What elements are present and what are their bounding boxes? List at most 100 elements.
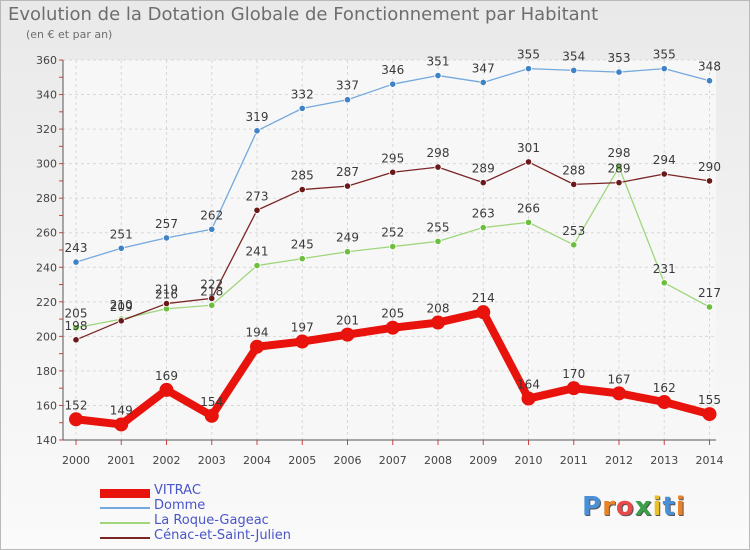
data-point: [389, 242, 397, 251]
x-tick-label: 2005: [288, 454, 316, 467]
data-point: [298, 255, 306, 263]
legend-label: VITRAC: [154, 483, 201, 498]
y-tick-label: 240: [36, 261, 57, 274]
data-label: 155: [698, 393, 721, 407]
x-tick-label: 2013: [650, 454, 678, 467]
data-label: 217: [698, 286, 721, 300]
logo-letter: t: [662, 492, 676, 522]
y-tick-label: 300: [36, 158, 57, 171]
legend-line: [100, 522, 150, 524]
y-tick-label: 340: [36, 89, 57, 102]
data-point: [434, 163, 442, 171]
data-label: 355: [653, 48, 676, 62]
chart-subtitle: (en € et par an): [26, 28, 113, 41]
chart-title: Evolution de la Dotation Globale de Fonc…: [8, 4, 599, 25]
data-point: [208, 301, 216, 309]
data-label: 287: [336, 165, 359, 179]
legend-swatch: [100, 530, 150, 545]
y-tick-label: 220: [36, 296, 57, 309]
logo-letter: i: [652, 492, 663, 522]
data-point: [250, 339, 264, 354]
data-label: 273: [246, 189, 269, 203]
data-point: [566, 381, 581, 396]
data-label: 351: [427, 55, 450, 69]
data-label: 285: [291, 169, 314, 183]
y-tick-label: 280: [36, 192, 57, 205]
data-label: 290: [698, 160, 721, 174]
data-point: [476, 305, 491, 320]
y-tick-label: 160: [36, 399, 57, 412]
logo-letter: r: [602, 492, 616, 522]
data-point: [615, 163, 623, 171]
logo-letter: P: [582, 492, 603, 522]
legend-swatch: [100, 500, 150, 515]
legend-label: La Roque-Gageac: [154, 513, 269, 528]
legend-label: Cénac-et-Saint-Julien: [154, 528, 292, 543]
data-point: [159, 382, 174, 397]
data-point: [524, 218, 533, 226]
data-point: [524, 158, 533, 166]
data-label: 354: [562, 49, 585, 63]
data-point: [660, 170, 668, 178]
x-tick-label: 2001: [107, 454, 135, 467]
data-point: [570, 180, 578, 188]
data-label: 169: [155, 369, 178, 383]
data-label: 194: [246, 326, 269, 340]
data-point: [253, 206, 261, 214]
data-point: [117, 317, 125, 325]
x-tick-label: 2000: [62, 454, 90, 467]
data-point: [385, 320, 400, 335]
logo-letter: o: [615, 492, 635, 522]
data-label: 149: [110, 403, 133, 417]
legend-swatch: [100, 515, 150, 530]
data-point: [389, 168, 397, 176]
data-label: 214: [472, 291, 495, 305]
legend-line: [100, 507, 150, 509]
x-tick-label: 2012: [605, 454, 633, 467]
x-tick-label: 2006: [334, 454, 362, 467]
data-point: [570, 241, 578, 249]
data-point: [343, 96, 352, 104]
data-label: 257: [155, 217, 178, 231]
x-tick-label: 2007: [379, 454, 407, 467]
data-point: [612, 386, 626, 401]
y-tick-label: 360: [36, 54, 57, 67]
data-label: 208: [427, 302, 450, 316]
data-point: [72, 324, 80, 332]
data-label: 355: [517, 48, 540, 62]
data-point: [705, 77, 714, 85]
data-point: [298, 185, 306, 194]
data-label: 154: [200, 395, 223, 409]
data-label: 249: [336, 231, 359, 245]
data-label: 162: [653, 381, 676, 395]
data-point: [705, 177, 714, 185]
data-label: 164: [517, 378, 540, 392]
data-label: 222: [200, 277, 223, 291]
legend-line: [100, 488, 150, 498]
data-label: 332: [291, 87, 314, 101]
logo-letter: x: [634, 492, 653, 522]
data-point: [479, 78, 487, 87]
y-tick-label: 320: [36, 123, 57, 136]
data-point: [389, 80, 397, 88]
data-point: [702, 407, 717, 422]
data-point: [162, 299, 171, 308]
data-label: 255: [427, 220, 450, 234]
data-point: [705, 303, 714, 311]
data-label: 348: [698, 60, 721, 74]
data-point: [69, 412, 83, 427]
data-label: 288: [562, 163, 585, 177]
data-point: [114, 417, 129, 432]
data-point: [521, 391, 536, 406]
data-label: 266: [517, 201, 540, 215]
data-label: 353: [608, 51, 631, 65]
data-point: [660, 65, 668, 73]
data-point: [340, 327, 355, 342]
data-label: 252: [381, 226, 404, 240]
y-tick-label: 140: [36, 434, 57, 447]
legend-line: [100, 537, 150, 539]
y-tick-label: 180: [36, 365, 57, 378]
data-label: 197: [291, 321, 314, 335]
data-label: 219: [155, 283, 178, 297]
data-point: [253, 127, 261, 135]
